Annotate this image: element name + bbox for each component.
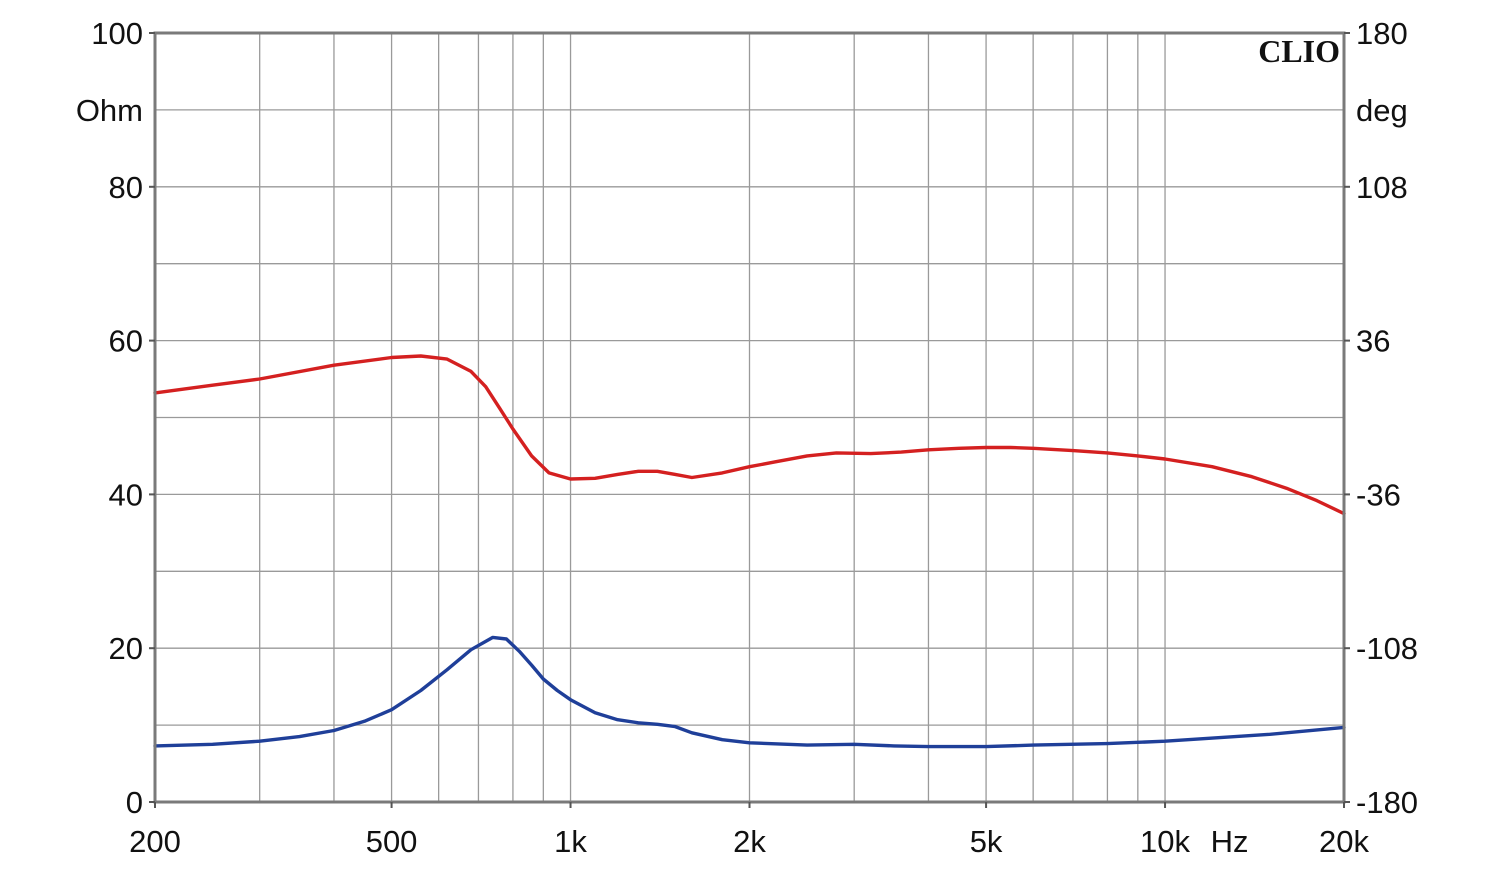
y-left-tick-label: 100 [91, 16, 143, 51]
x-tick-label: 500 [366, 824, 418, 859]
series-line-2 [153, 635, 1346, 749]
series-layer [153, 354, 1346, 749]
y-right-tick-label: -36 [1356, 477, 1401, 512]
x-tick-label: 20k [1319, 824, 1369, 859]
y-left-tick-label: 40 [109, 477, 143, 512]
brand-label: CLIO [1258, 33, 1340, 69]
y-right-tick-label: 36 [1356, 324, 1390, 359]
x-tick-label: 1k [554, 824, 587, 859]
x-tick-label: 2k [733, 824, 766, 859]
y-left-unit-label: Ohm [76, 93, 143, 128]
x-tick-label: 10k [1140, 824, 1190, 859]
grid [154, 32, 1345, 803]
y-left-tick-label: 80 [109, 170, 143, 205]
y-right-tick-label: 108 [1356, 170, 1408, 205]
y-right-tick-label: -108 [1356, 631, 1418, 666]
y-left-tick-label: 20 [109, 631, 143, 666]
tick-marks [149, 32, 1350, 808]
y-right-tick-label: -180 [1356, 785, 1418, 820]
x-tick-label: 5k [970, 824, 1003, 859]
y-left-tick-label: 60 [109, 324, 143, 359]
x-unit-label: Hz [1211, 824, 1249, 859]
x-tick-label: 200 [129, 824, 181, 859]
series-line-1 [153, 354, 1346, 516]
y-right-tick-label: 180 [1356, 16, 1408, 51]
y-right-unit-label: deg [1356, 93, 1408, 128]
axis-labels: 0 20 40 60 80 100 -180 -108 -36 36 108 180 200 500 1k 2… [76, 16, 1418, 859]
y-left-tick-label: 0 [126, 785, 143, 820]
